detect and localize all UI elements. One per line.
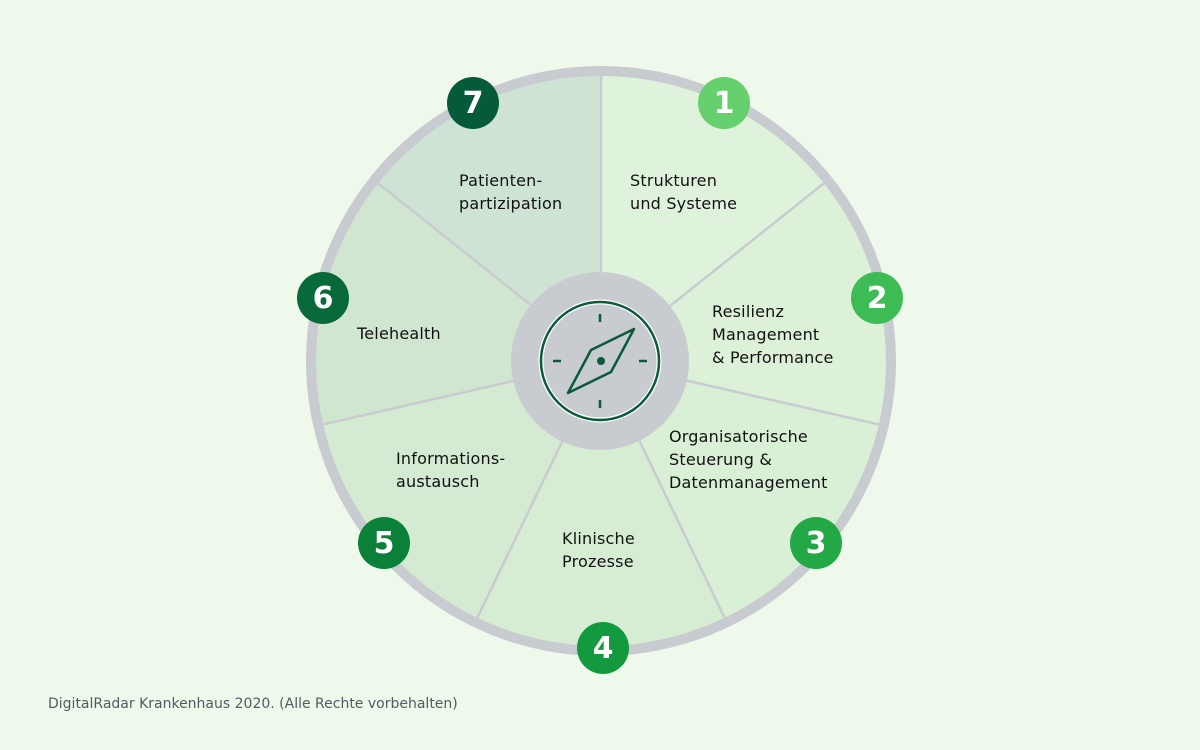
segment-label-5: Informations-austausch [396, 447, 505, 493]
label-line: & Performance [712, 348, 834, 367]
number-badge-1: 1 [698, 77, 750, 129]
label-line: austausch [396, 472, 480, 491]
segment-label-3: Organisatorische Steuerung & Datenmanageme… [669, 425, 828, 494]
segment-label-7: Patienten-partizipation [459, 169, 562, 215]
segment-label-1: Strukturen und Systeme [630, 169, 737, 215]
label-line: Klinische [562, 529, 635, 548]
compass-icon [538, 299, 662, 423]
label-line: Patienten- [459, 171, 543, 190]
segment-4 [477, 361, 725, 646]
label-line: Prozesse [562, 552, 634, 571]
segment-label-4: Klinische Prozesse [562, 527, 635, 573]
label-line: Strukturen [630, 171, 718, 190]
segment-label-6: Telehealth [357, 322, 441, 345]
number-badge-5: 5 [358, 517, 410, 569]
label-line: Informations- [396, 449, 506, 468]
number-badge-6: 6 [297, 272, 349, 324]
label-line: partizipation [459, 194, 563, 213]
label-line: und Systeme [630, 194, 738, 213]
copyright-footer: DigitalRadar Krankenhaus 2020. (Alle Rec… [48, 696, 458, 712]
segment-7 [378, 76, 601, 361]
number-badge-3: 3 [790, 517, 842, 569]
label-line: Telehealth [357, 324, 441, 343]
label-line: Organisatorische [669, 427, 808, 446]
label-line: Datenmanagement [669, 473, 828, 492]
number-badge-4: 4 [577, 622, 629, 674]
segment-1 [601, 76, 824, 361]
number-badge-7: 7 [447, 77, 499, 129]
number-badge-2: 2 [851, 272, 903, 324]
label-line: Steuerung & [669, 450, 773, 469]
label-line: Resilienz [712, 302, 785, 321]
label-line: Management [712, 325, 820, 344]
segment-label-2: Resilienz Management & Performance [712, 300, 834, 369]
